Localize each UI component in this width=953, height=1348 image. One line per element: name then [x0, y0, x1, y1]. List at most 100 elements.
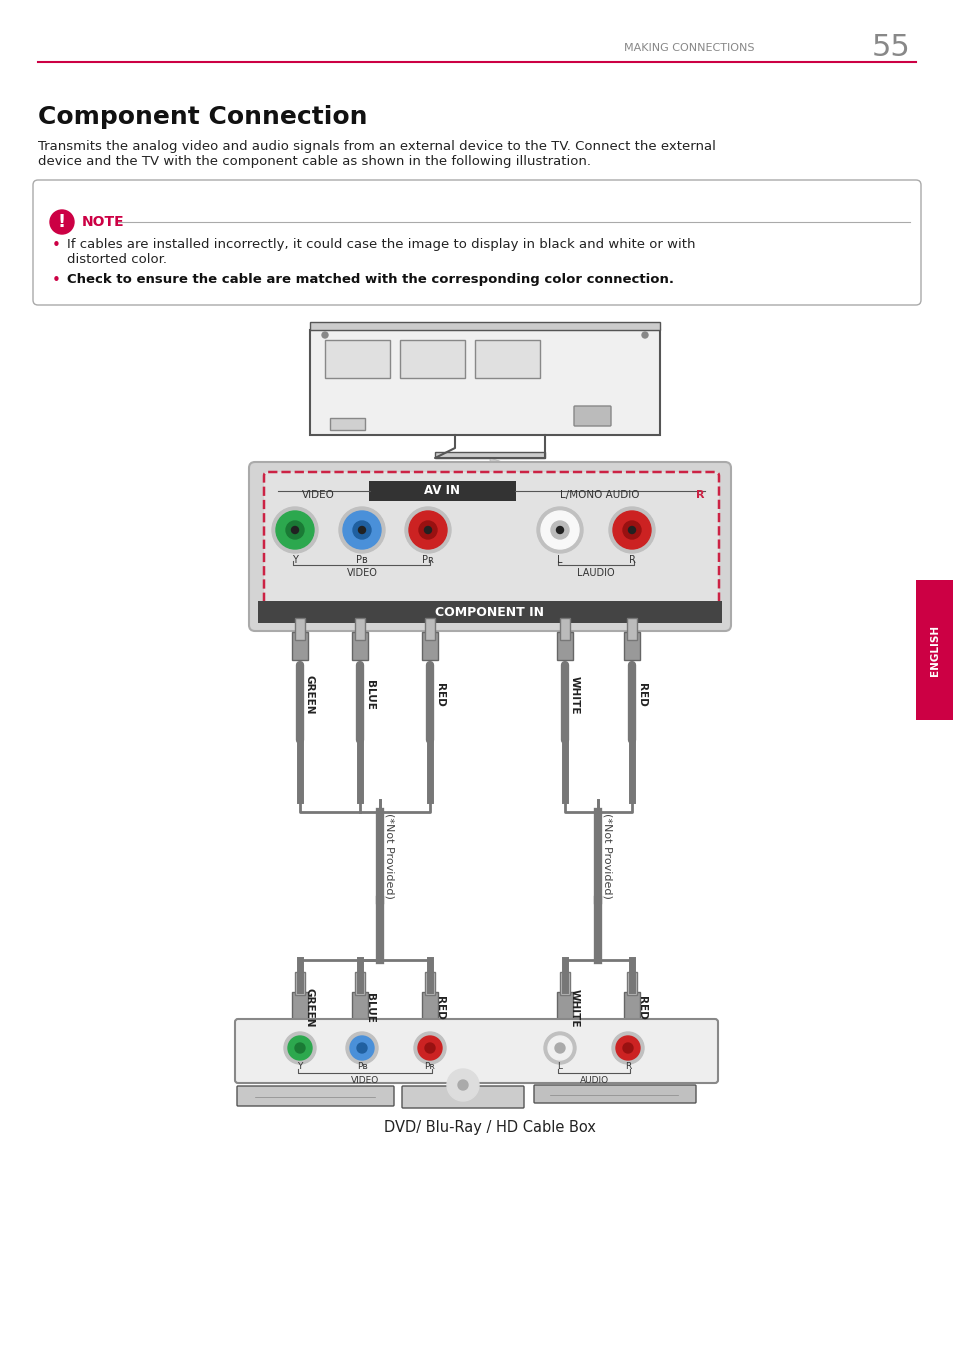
Text: RED: RED [637, 996, 646, 1020]
FancyBboxPatch shape [264, 472, 719, 616]
Bar [352, 632, 368, 661]
Circle shape [622, 1043, 633, 1053]
Circle shape [551, 520, 568, 539]
FancyBboxPatch shape [236, 1086, 394, 1105]
Circle shape [613, 511, 650, 549]
Circle shape [457, 1080, 468, 1091]
Circle shape [543, 1033, 576, 1064]
Circle shape [275, 511, 314, 549]
Text: Component Connection: Component Connection [38, 105, 367, 129]
Circle shape [294, 1043, 305, 1053]
Bar [421, 992, 437, 1020]
Circle shape [616, 1037, 639, 1060]
Circle shape [338, 507, 385, 553]
Text: BLUE: BLUE [365, 993, 375, 1023]
FancyBboxPatch shape [534, 1085, 696, 1103]
Text: If cables are installed incorrectly, it could case the image to display in black: If cables are installed incorrectly, it … [67, 239, 695, 266]
FancyBboxPatch shape [369, 481, 516, 501]
Bar [330, 418, 365, 430]
Bar [292, 632, 308, 661]
Bar [557, 632, 573, 661]
Bar [424, 617, 435, 640]
Circle shape [350, 1037, 374, 1060]
Circle shape [353, 520, 371, 539]
Polygon shape [490, 458, 559, 510]
Bar [355, 617, 365, 640]
Text: DVD/ Blu-Ray / HD Cable Box: DVD/ Blu-Ray / HD Cable Box [384, 1120, 596, 1135]
Text: WHITE: WHITE [569, 675, 579, 714]
Text: Pʀ: Pʀ [424, 1062, 435, 1072]
Bar [915, 580, 953, 720]
Text: Pʙ: Pʙ [355, 555, 368, 565]
Bar [623, 992, 639, 1020]
Text: •: • [52, 274, 61, 288]
Circle shape [286, 520, 304, 539]
Text: RED: RED [637, 683, 646, 706]
Bar [435, 452, 544, 458]
Text: Y: Y [297, 1062, 302, 1072]
FancyBboxPatch shape [234, 1019, 718, 1082]
Text: •: • [52, 239, 61, 253]
Text: R: R [624, 1062, 631, 1072]
Text: MAKING CONNECTIONS: MAKING CONNECTIONS [624, 43, 754, 53]
Circle shape [417, 1037, 441, 1060]
FancyBboxPatch shape [401, 1086, 523, 1108]
Circle shape [358, 527, 365, 534]
Circle shape [547, 1037, 572, 1060]
Text: RED: RED [435, 683, 444, 706]
Circle shape [272, 507, 317, 553]
Text: VIDEO: VIDEO [301, 491, 335, 500]
FancyBboxPatch shape [33, 181, 920, 305]
Circle shape [608, 507, 655, 553]
Circle shape [409, 511, 447, 549]
Circle shape [356, 1043, 367, 1053]
Circle shape [537, 507, 582, 553]
Bar [352, 992, 368, 1020]
Circle shape [622, 520, 640, 539]
FancyBboxPatch shape [574, 406, 610, 426]
Circle shape [284, 1033, 315, 1064]
Text: R: R [628, 555, 635, 565]
Circle shape [612, 1033, 643, 1064]
Text: NOTE: NOTE [82, 214, 125, 229]
Text: Pʙ: Pʙ [356, 1062, 367, 1072]
Circle shape [405, 507, 451, 553]
Text: AV IN: AV IN [424, 484, 460, 497]
Text: VIDEO: VIDEO [351, 1076, 378, 1085]
Circle shape [447, 1069, 478, 1101]
Bar [626, 617, 637, 640]
Text: Transmits the analog video and audio signals from an external device to the TV. : Transmits the analog video and audio sig… [38, 140, 715, 168]
FancyBboxPatch shape [249, 462, 730, 631]
Text: GREEN: GREEN [305, 675, 314, 714]
Circle shape [414, 1033, 446, 1064]
Text: BLUE: BLUE [365, 679, 375, 710]
Bar [294, 617, 305, 640]
Bar [424, 972, 435, 995]
Circle shape [424, 1043, 435, 1053]
Text: Y: Y [292, 555, 297, 565]
Circle shape [346, 1033, 377, 1064]
Text: (*Not Provided): (*Not Provided) [602, 813, 613, 899]
Bar [310, 322, 659, 330]
Circle shape [292, 527, 298, 534]
Text: COMPONENT IN: COMPONENT IN [435, 607, 544, 620]
Text: AUDIO: AUDIO [578, 1076, 608, 1085]
Bar [355, 972, 365, 995]
Bar [557, 992, 573, 1020]
Bar [626, 972, 637, 995]
Text: VIDEO: VIDEO [346, 568, 377, 578]
Circle shape [343, 511, 380, 549]
Text: ENGLISH: ENGLISH [929, 624, 939, 675]
Bar [559, 617, 569, 640]
Circle shape [50, 210, 74, 235]
Text: (*Not Provided): (*Not Provided) [385, 813, 395, 899]
Text: !: ! [58, 213, 66, 231]
Text: R: R [695, 491, 703, 500]
Bar [623, 632, 639, 661]
Text: LAUDIO: LAUDIO [577, 568, 614, 578]
Circle shape [555, 1043, 564, 1053]
Text: Check to ensure the cable are matched with the corresponding color connection.: Check to ensure the cable are matched wi… [67, 274, 673, 286]
Circle shape [424, 527, 431, 534]
Circle shape [418, 520, 436, 539]
Bar [559, 972, 569, 995]
